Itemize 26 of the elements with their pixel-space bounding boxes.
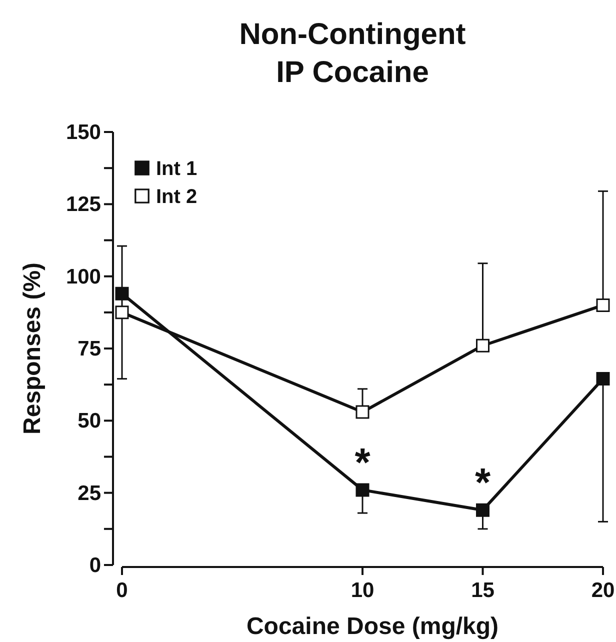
legend-label: Int 2 [156,186,198,208]
point [476,338,490,352]
x-tick-label: 0 [116,579,128,602]
y-axis-title: Responses (%) [19,262,46,435]
y-tick-label: 75 [78,338,102,360]
y-tick-label: 25 [78,482,102,505]
point [596,298,610,312]
chart-title: Non-Contingent IP Cocaine [239,18,466,89]
y-tick-label: 150 [66,121,101,144]
x-axis-title: Cocaine Dose (mg/kg) [246,613,499,640]
y-tick-label: 0 [89,554,101,577]
point [476,503,490,517]
point [356,483,370,497]
point [115,306,129,320]
annotation: * [354,440,371,485]
point [356,405,370,419]
x-tick-label: 20 [591,579,615,602]
y-tick-label: 50 [78,410,101,433]
y-tick-label: 100 [66,265,101,288]
annotation: * [474,461,491,506]
point [596,372,610,386]
legend-label: Int 1 [156,158,198,180]
point [115,286,129,300]
y-tick-label: 125 [66,193,102,216]
x-tick-label: 15 [471,579,495,602]
x-tick-label: 10 [350,579,374,602]
